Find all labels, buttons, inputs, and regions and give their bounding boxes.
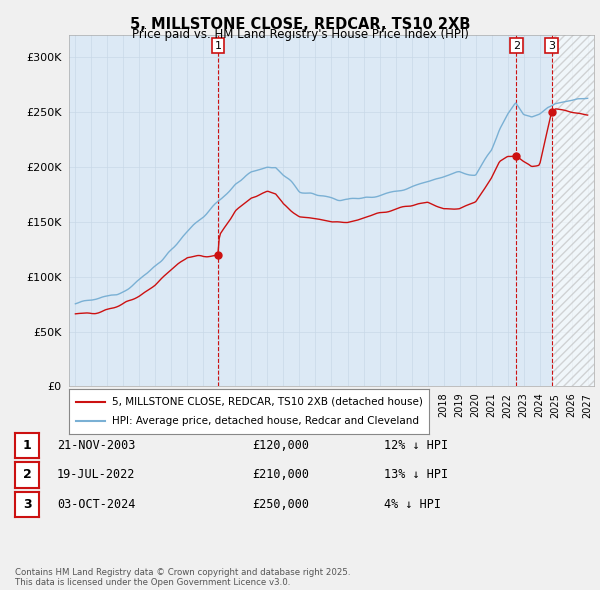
Text: £250,000: £250,000 bbox=[252, 498, 309, 511]
Text: Price paid vs. HM Land Registry's House Price Index (HPI): Price paid vs. HM Land Registry's House … bbox=[131, 28, 469, 41]
Text: 4% ↓ HPI: 4% ↓ HPI bbox=[384, 498, 441, 511]
Text: HPI: Average price, detached house, Redcar and Cleveland: HPI: Average price, detached house, Redc… bbox=[112, 417, 419, 426]
Text: 3: 3 bbox=[23, 498, 31, 511]
Text: 03-OCT-2024: 03-OCT-2024 bbox=[57, 498, 136, 511]
Text: Contains HM Land Registry data © Crown copyright and database right 2025.
This d: Contains HM Land Registry data © Crown c… bbox=[15, 568, 350, 587]
Text: 5, MILLSTONE CLOSE, REDCAR, TS10 2XB: 5, MILLSTONE CLOSE, REDCAR, TS10 2XB bbox=[130, 17, 470, 31]
Text: 12% ↓ HPI: 12% ↓ HPI bbox=[384, 439, 448, 452]
Text: £210,000: £210,000 bbox=[252, 468, 309, 481]
Text: 2: 2 bbox=[23, 468, 31, 481]
Text: 13% ↓ HPI: 13% ↓ HPI bbox=[384, 468, 448, 481]
Text: 1: 1 bbox=[23, 439, 31, 452]
Bar bbox=[551, 35, 594, 386]
Text: 1: 1 bbox=[214, 41, 221, 51]
Text: £120,000: £120,000 bbox=[252, 439, 309, 452]
Text: 21-NOV-2003: 21-NOV-2003 bbox=[57, 439, 136, 452]
Text: 19-JUL-2022: 19-JUL-2022 bbox=[57, 468, 136, 481]
Text: 5, MILLSTONE CLOSE, REDCAR, TS10 2XB (detached house): 5, MILLSTONE CLOSE, REDCAR, TS10 2XB (de… bbox=[112, 397, 423, 407]
Text: 2: 2 bbox=[513, 41, 520, 51]
Text: 3: 3 bbox=[548, 41, 555, 51]
